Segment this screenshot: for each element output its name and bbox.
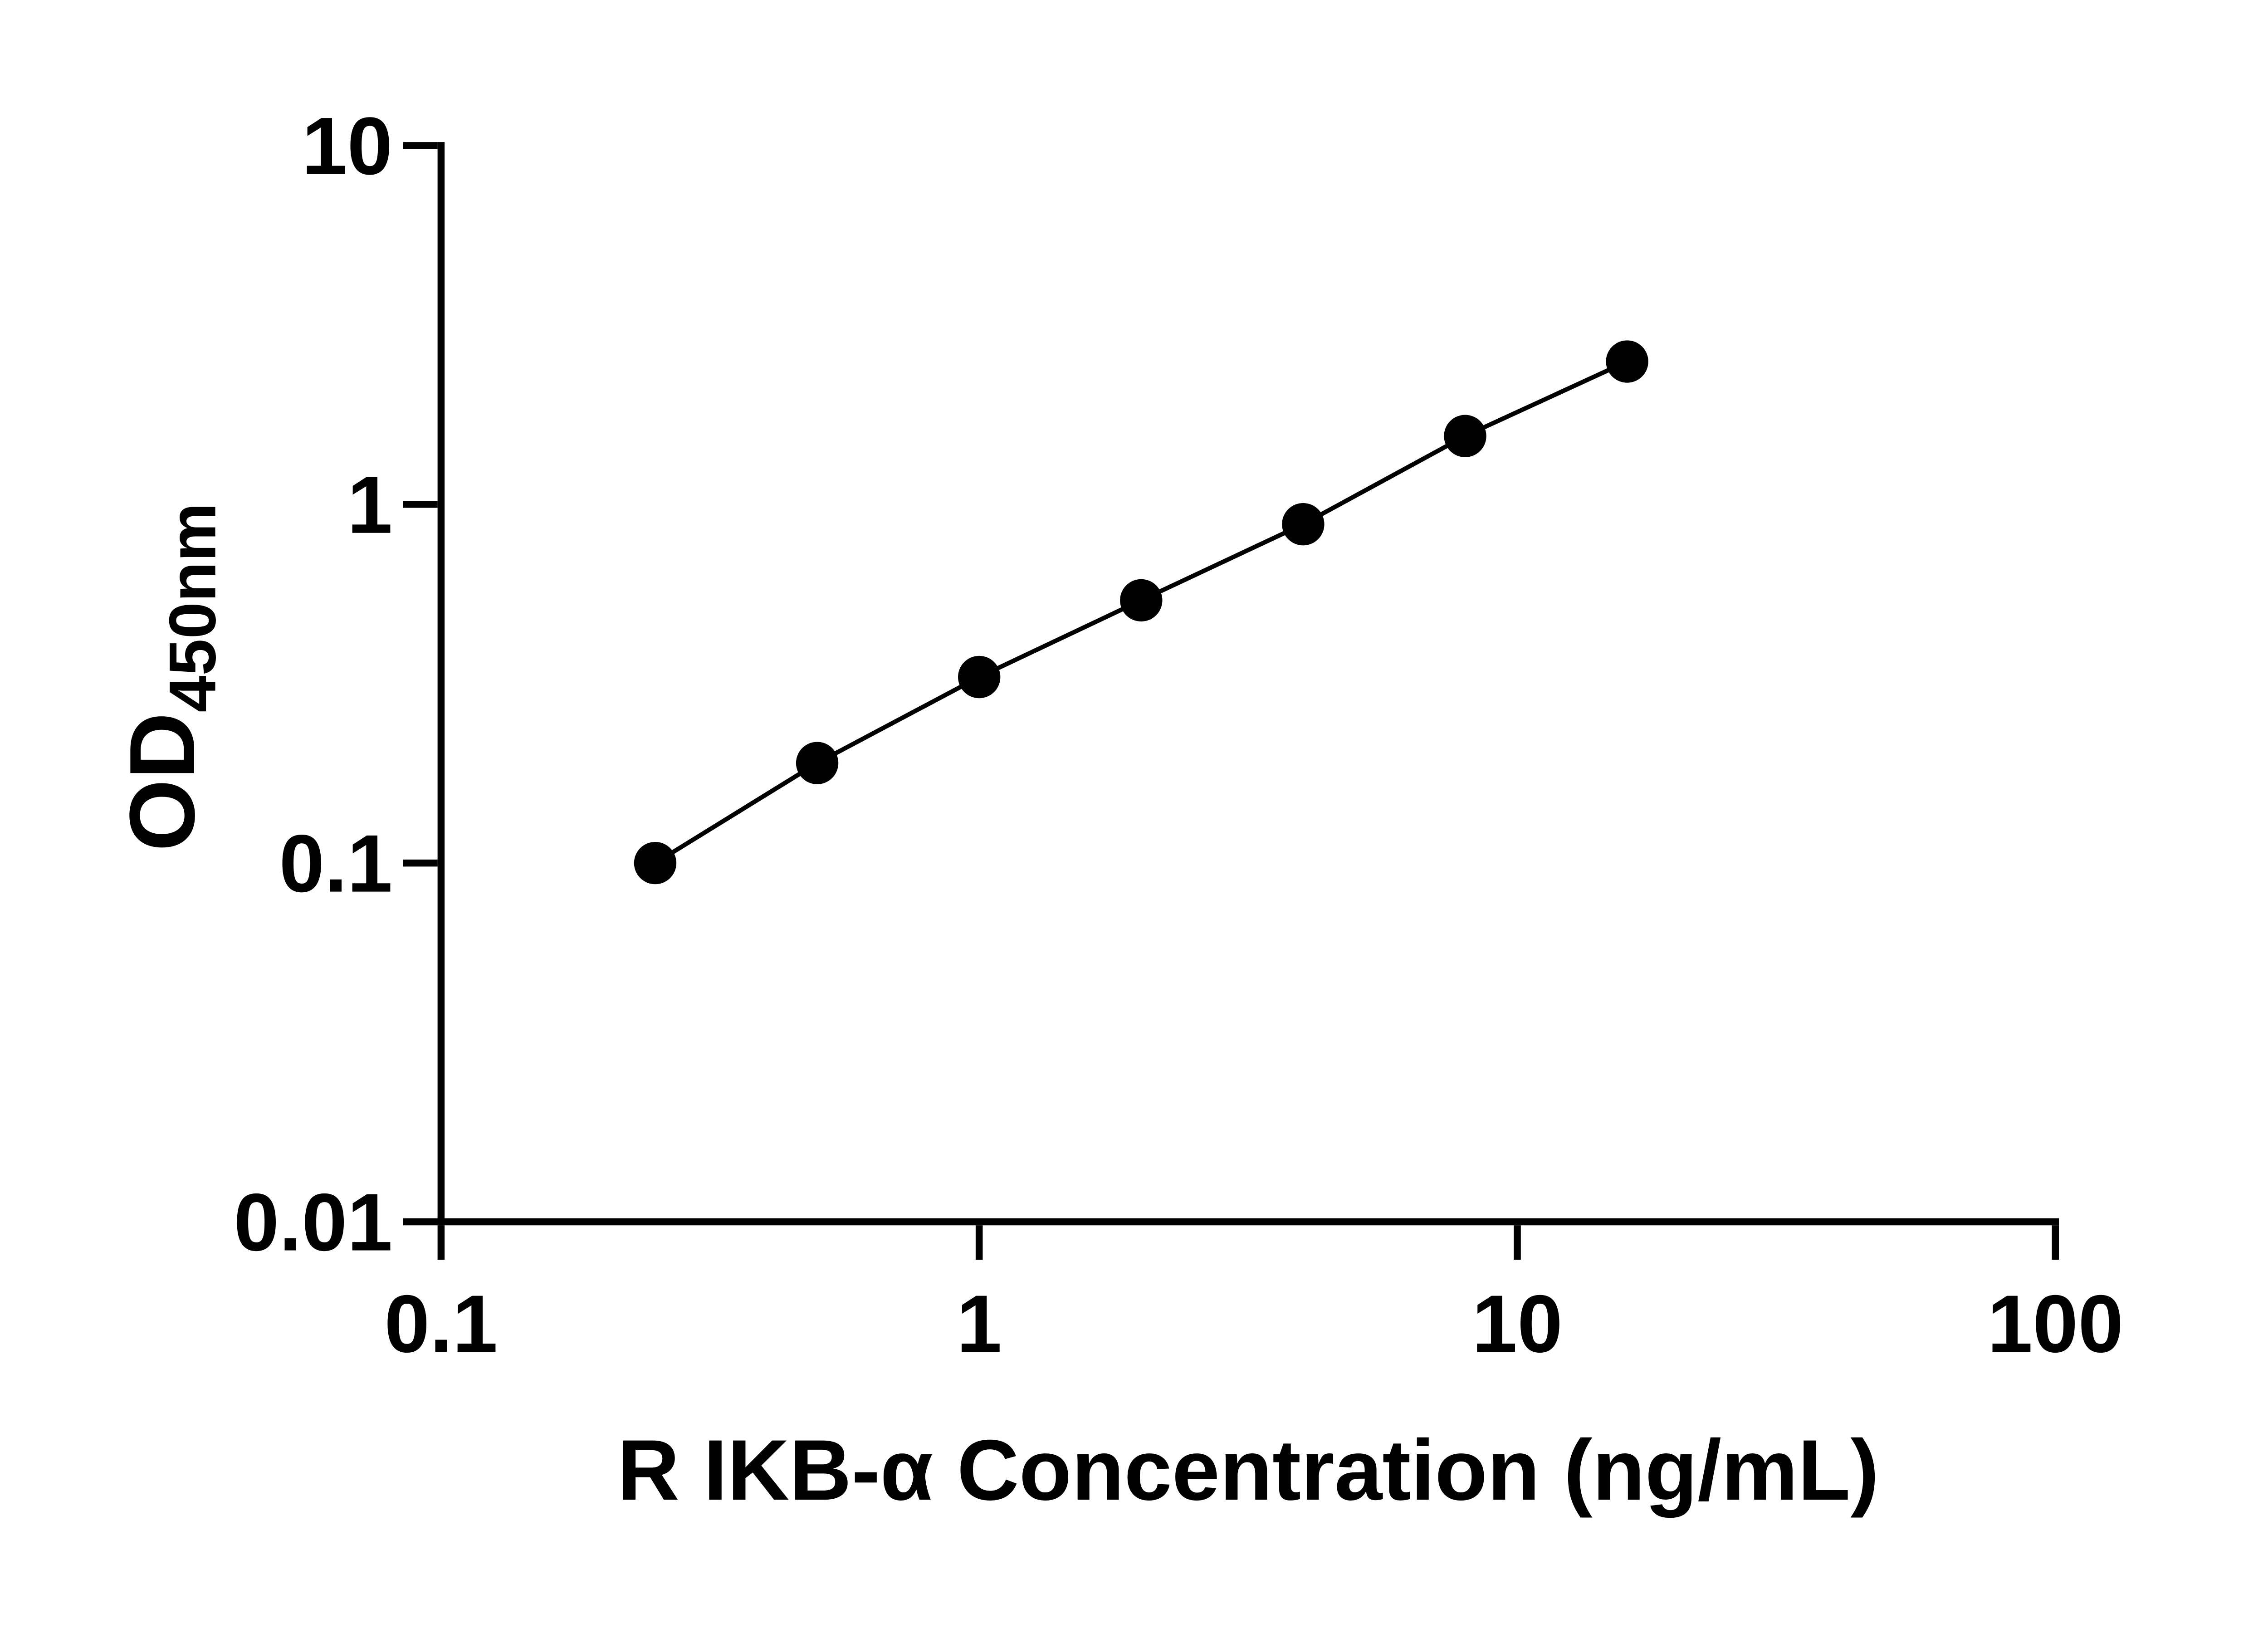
- x-tick-label: 10: [1472, 1278, 1563, 1369]
- y-axis-title: OD450nm: [111, 503, 230, 851]
- x-tick-label: 0.1: [384, 1278, 498, 1369]
- y-axis-title-sub: 450nm: [156, 503, 230, 712]
- data-point: [958, 655, 1001, 699]
- y-tick-label: 1: [347, 460, 392, 551]
- y-tick-label: 0.1: [279, 818, 392, 909]
- plot-area: 0.1 1 10 100 0.01 0.1 1 10: [234, 101, 2123, 1370]
- y-axis-title-main: OD: [111, 713, 214, 851]
- data-point: [796, 742, 839, 784]
- x-tick-label: 100: [1987, 1278, 2123, 1369]
- standard-curve-chart: 0.1 1 10 100 0.01 0.1 1 10 R IKB-α Concentratio…: [110, 100, 2124, 1519]
- x-tick-label: 1: [957, 1278, 1002, 1369]
- data-point: [1606, 340, 1648, 383]
- data-point: [1282, 503, 1325, 546]
- elisa-standard-curve-figure: 0.1 1 10 100 0.01 0.1 1 10 R IKB-α Concentratio…: [110, 100, 2124, 1519]
- y-tick-label: 0.01: [234, 1177, 392, 1268]
- data-point: [1120, 579, 1163, 622]
- data-point: [634, 841, 677, 885]
- x-axis-title: R IKB-α Concentration (ng/mL): [617, 1422, 1879, 1518]
- data-point: [1444, 415, 1486, 457]
- y-tick-label: 10: [302, 101, 392, 192]
